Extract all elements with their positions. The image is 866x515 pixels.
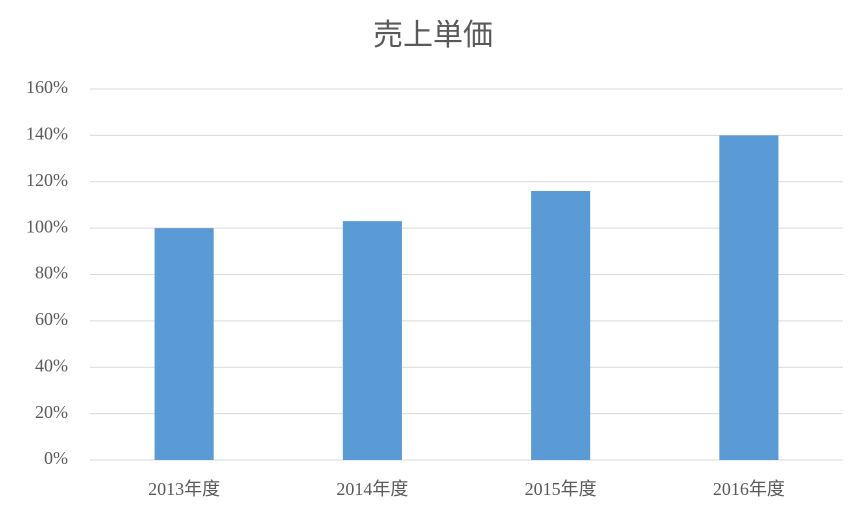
y-tick-label: 60%	[35, 309, 68, 329]
y-tick-label: 100%	[26, 216, 68, 236]
y-tick-label: 20%	[35, 402, 68, 422]
bar	[342, 221, 402, 460]
x-tick-label: 2015年度	[525, 479, 597, 499]
y-tick-label: 40%	[35, 355, 68, 375]
bar	[719, 135, 779, 460]
x-tick-label: 2014年度	[336, 479, 408, 499]
y-tick-label: 120%	[26, 170, 68, 190]
bar	[154, 228, 214, 460]
x-tick-label: 2013年度	[148, 479, 220, 499]
y-tick-label: 80%	[35, 263, 68, 283]
y-tick-label: 0%	[44, 448, 68, 468]
bar	[531, 191, 591, 460]
chart-title: 売上単価	[373, 19, 493, 52]
x-tick-label: 2016年度	[713, 479, 785, 499]
y-tick-label: 140%	[26, 124, 68, 144]
y-tick-label: 160%	[26, 77, 68, 97]
